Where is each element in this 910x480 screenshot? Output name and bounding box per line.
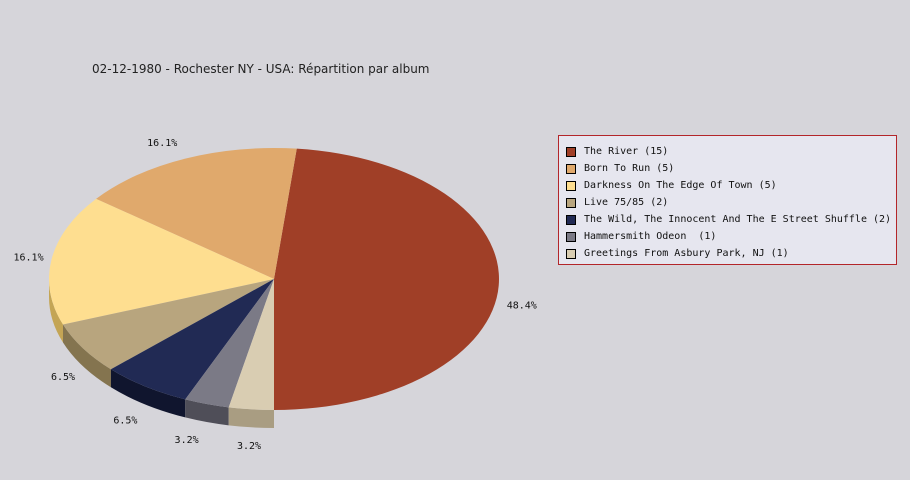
legend-swatch [566,231,576,242]
pie-slice [63,279,275,370]
pie-slice [48,198,274,325]
legend-item: Born To Run (5) [559,160,896,177]
legend: The River (15) Born To Run (5) Darkness On… [558,135,897,265]
pie-data-label: 3.2% [175,435,199,446]
legend-swatch [566,180,576,191]
pie-slice-side [110,369,186,418]
legend-label: Greetings From Asbury Park, NJ (1) [584,248,789,259]
legend-item: The Wild, The Innocent And The E Street … [559,211,896,228]
legend-swatch [566,146,576,157]
chart-title: 02-12-1980 - Rochester NY - USA: Réparti… [92,62,430,76]
pie-slice-side [49,279,64,343]
legend-item: Hammersmith Odeon (1) [559,228,896,245]
legend-label: Live 75/85 (2) [584,197,669,208]
legend-item: Greetings From Asbury Park, NJ (1) [559,245,896,262]
pie-slice [96,148,297,279]
pie-slice [110,279,274,400]
legend-swatch [566,163,576,174]
pie-data-label: 48.4% [507,301,537,312]
legend-swatch [566,197,576,208]
legend-label: Darkness On The Edge Of Town (5) [584,180,777,191]
legend-swatch [566,214,576,225]
legend-item: Live 75/85 (2) [559,194,896,211]
legend-label: Born To Run (5) [584,163,675,174]
pie-slice [274,148,499,410]
legend-label: The Wild, The Innocent And The E Street … [584,214,892,225]
pie-data-label: 6.5% [113,415,137,426]
pie-slice [185,279,274,408]
legend-item: The River (15) [559,143,896,160]
legend-label: The River (15) [584,146,669,157]
legend-label: Hammersmith Odeon (1) [584,231,717,242]
pie-slice [228,279,274,410]
pie-data-label: 16.1% [147,138,177,149]
pie-data-label: 6.5% [51,372,75,383]
legend-swatch [566,248,576,259]
pie-data-label: 3.2% [237,441,261,452]
pie-data-label: 16.1% [13,252,43,263]
legend-item: Darkness On The Edge Of Town (5) [559,177,896,194]
pie-slice-side [185,399,229,426]
pie-slice-side [63,324,111,388]
pie-slice-side [228,407,274,428]
